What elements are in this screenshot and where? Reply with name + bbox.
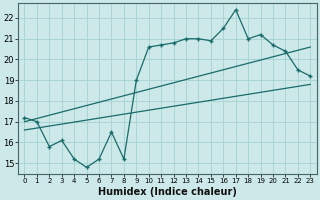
X-axis label: Humidex (Indice chaleur): Humidex (Indice chaleur) bbox=[98, 187, 237, 197]
